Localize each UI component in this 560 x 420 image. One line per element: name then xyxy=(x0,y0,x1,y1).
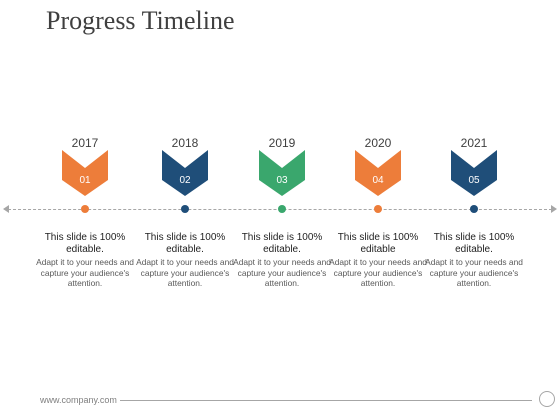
milestone-year: 2017 xyxy=(71,136,99,150)
milestone-number: 04 xyxy=(372,175,384,186)
timeline-left-arrow-icon xyxy=(3,205,9,213)
timeline-dot xyxy=(470,205,478,213)
milestone-year: 2021 xyxy=(460,136,488,150)
milestone-number: 05 xyxy=(468,175,480,186)
chevron-marker-icon: 02 xyxy=(162,150,208,196)
milestone-description: Adapt it to your needs and capture your … xyxy=(233,257,331,288)
milestone-description: Adapt it to your needs and capture your … xyxy=(425,257,523,288)
milestone-description: Adapt it to your needs and capture your … xyxy=(329,257,427,288)
page-title: Progress Timeline xyxy=(46,6,235,35)
timeline-dot xyxy=(278,205,286,213)
milestone-heading: This slide is 100% editable. xyxy=(144,232,226,255)
milestone-number: 01 xyxy=(79,175,91,186)
milestone-description: Adapt it to your needs and capture your … xyxy=(136,257,234,288)
footer-divider xyxy=(120,400,532,401)
milestone-5: 2021 05 This slide is 100% editable. Ada… xyxy=(424,136,524,306)
milestone-year: 2018 xyxy=(171,136,199,150)
milestone-4: 2020 04 This slide is 100% editable Adap… xyxy=(328,136,428,306)
timeline-dot xyxy=(374,205,382,213)
milestone-number: 03 xyxy=(276,175,288,186)
footer-circle-icon xyxy=(539,391,555,407)
footer-website: www.company.com xyxy=(40,395,117,405)
timeline-right-arrow-icon xyxy=(551,205,557,213)
chevron-marker-icon: 03 xyxy=(259,150,305,196)
chevron-marker-icon: 04 xyxy=(355,150,401,196)
milestone-2: 2018 02 This slide is 100% editable. Ada… xyxy=(135,136,235,306)
chevron-marker-icon: 01 xyxy=(62,150,108,196)
timeline-dot xyxy=(181,205,189,213)
milestone-description: Adapt it to your needs and capture your … xyxy=(36,257,134,288)
milestone-year: 2020 xyxy=(364,136,392,150)
milestone-1: 2017 01 This slide is 100% editable. Ada… xyxy=(35,136,135,306)
milestone-heading: This slide is 100% editable xyxy=(337,232,419,255)
milestone-3: 2019 03 This slide is 100% editable. Ada… xyxy=(232,136,332,306)
milestone-year: 2019 xyxy=(268,136,296,150)
milestone-number: 02 xyxy=(179,175,191,186)
chevron-marker-icon: 05 xyxy=(451,150,497,196)
timeline-dot xyxy=(81,205,89,213)
milestone-heading: This slide is 100% editable. xyxy=(433,232,515,255)
milestone-heading: This slide is 100% editable. xyxy=(44,232,126,255)
milestone-heading: This slide is 100% editable. xyxy=(241,232,323,255)
